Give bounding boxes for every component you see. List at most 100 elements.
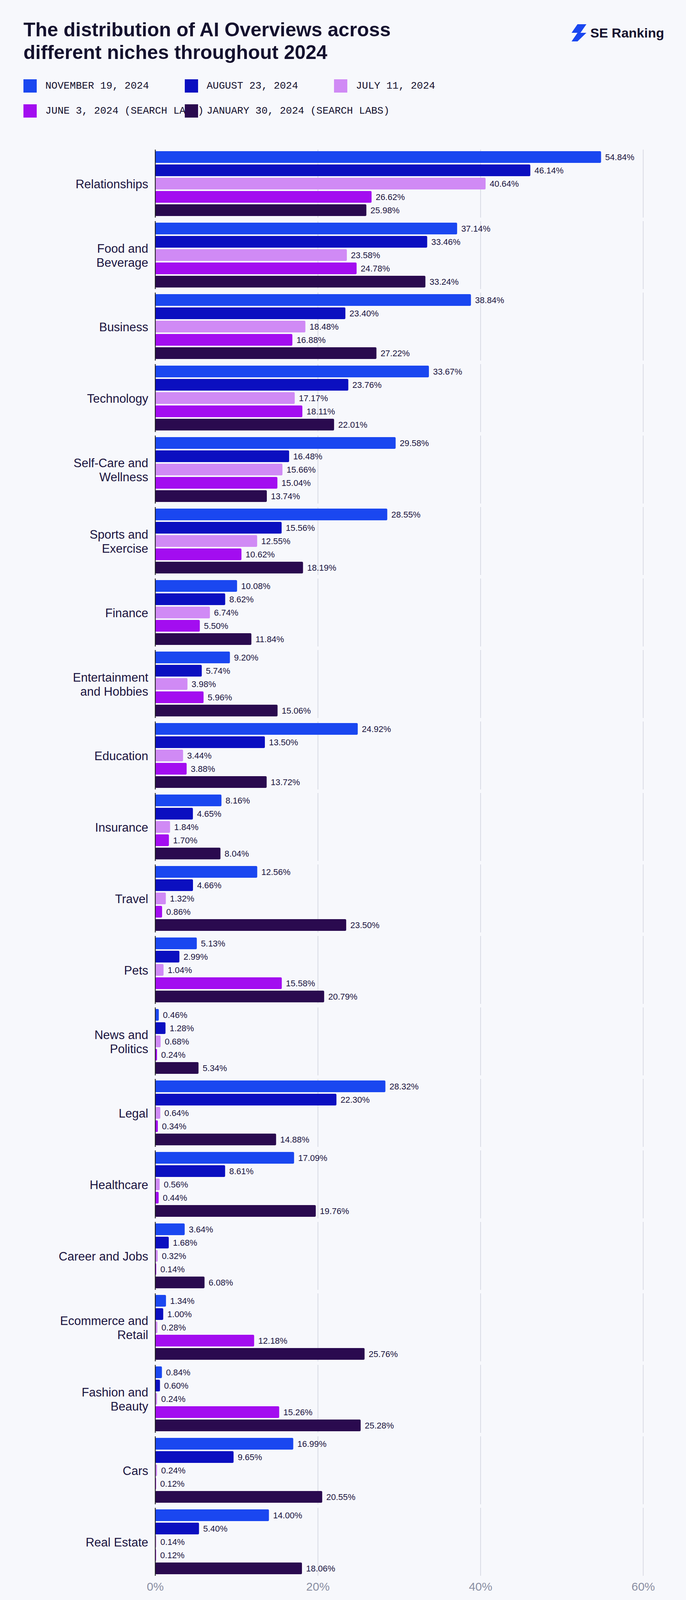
svg-text:Career and Jobs: Career and Jobs — [58, 1249, 149, 1264]
svg-text:29.58%: 29.58% — [399, 438, 429, 449]
svg-text:3.64%: 3.64% — [188, 1224, 213, 1235]
svg-text:24.92%: 24.92% — [361, 724, 392, 735]
svg-text:18.11%: 18.11% — [306, 406, 335, 417]
svg-text:1.34%: 1.34% — [169, 1296, 195, 1306]
svg-text:16.99%: 16.99% — [297, 1439, 327, 1449]
svg-text:Finance: Finance — [105, 606, 149, 620]
svg-text:Education: Education — [94, 749, 149, 763]
svg-text:0.86%: 0.86% — [166, 907, 191, 917]
svg-text:Technology: Technology — [87, 391, 149, 406]
svg-text:18.19%: 18.19% — [307, 562, 337, 573]
svg-text:0.60%: 0.60% — [164, 1380, 189, 1391]
svg-text:10.08%: 10.08% — [241, 581, 271, 592]
svg-text:Food andBeverage: Food andBeverage — [96, 241, 149, 270]
svg-text:Ecommerce andRetail: Ecommerce andRetail — [60, 1314, 149, 1342]
svg-text:5.50%: 5.50% — [203, 621, 229, 631]
svg-text:28.32%: 28.32% — [389, 1081, 419, 1092]
svg-text:1.84%: 1.84% — [174, 822, 199, 833]
svg-text:4.66%: 4.66% — [197, 880, 222, 891]
svg-text:40%: 40% — [468, 1580, 493, 1594]
svg-text:19.76%: 19.76% — [319, 1206, 350, 1217]
svg-text:38.84%: 38.84% — [475, 295, 505, 306]
svg-text:54.84%: 54.84% — [605, 152, 635, 163]
svg-text:27.22%: 27.22% — [380, 348, 410, 359]
svg-text:10.62%: 10.62% — [245, 549, 276, 560]
svg-text:Travel: Travel — [115, 892, 149, 906]
svg-text:40.64%: 40.64% — [489, 178, 519, 189]
svg-text:2.99%: 2.99% — [183, 952, 208, 962]
svg-text:1.00%: 1.00% — [167, 1309, 192, 1320]
svg-text:8.61%: 8.61% — [229, 1166, 254, 1177]
svg-text:13.50%: 13.50% — [269, 737, 299, 748]
svg-text:0.56%: 0.56% — [163, 1179, 188, 1190]
svg-text:15.56%: 15.56% — [285, 523, 315, 533]
svg-text:20%: 20% — [306, 1580, 330, 1594]
svg-text:13.72%: 13.72% — [270, 777, 301, 788]
svg-text:18.06%: 18.06% — [305, 1563, 336, 1574]
svg-text:23.50%: 23.50% — [350, 920, 380, 931]
svg-text:15.04%: 15.04% — [281, 478, 311, 488]
svg-text:1.28%: 1.28% — [169, 1023, 194, 1034]
svg-text:23.40%: 23.40% — [349, 308, 379, 319]
svg-text:Insurance: Insurance — [94, 820, 149, 835]
svg-text:17.17%: 17.17% — [298, 393, 329, 404]
svg-text:Legal: Legal — [118, 1106, 149, 1121]
svg-text:12.18%: 12.18% — [258, 1336, 288, 1346]
svg-text:Relationships: Relationships — [75, 177, 149, 192]
svg-text:6.08%: 6.08% — [208, 1277, 233, 1288]
svg-text:0.44%: 0.44% — [162, 1193, 188, 1203]
svg-text:23.58%: 23.58% — [350, 250, 381, 261]
svg-text:22.01%: 22.01% — [338, 419, 368, 430]
svg-text:24.78%: 24.78% — [360, 263, 390, 274]
svg-text:60%: 60% — [631, 1580, 655, 1594]
svg-text:0.64%: 0.64% — [164, 1108, 189, 1119]
svg-text:0.24%: 0.24% — [160, 1465, 186, 1476]
svg-text:12.56%: 12.56% — [261, 867, 291, 878]
svg-text:Cars: Cars — [122, 1464, 149, 1478]
svg-text:0%: 0% — [146, 1580, 164, 1594]
svg-text:0.32%: 0.32% — [161, 1251, 186, 1262]
svg-text:15.66%: 15.66% — [286, 464, 316, 475]
svg-text:8.04%: 8.04% — [224, 848, 249, 859]
svg-text:33.67%: 33.67% — [432, 366, 463, 377]
svg-text:23.76%: 23.76% — [352, 380, 382, 390]
svg-text:14.00%: 14.00% — [273, 1510, 303, 1521]
svg-text:0.28%: 0.28% — [161, 1322, 186, 1333]
svg-text:22.30%: 22.30% — [340, 1095, 370, 1105]
svg-text:Healthcare: Healthcare — [89, 1178, 149, 1192]
svg-text:1.32%: 1.32% — [169, 893, 195, 904]
svg-text:3.88%: 3.88% — [190, 764, 215, 774]
svg-text:8.16%: 8.16% — [225, 795, 250, 806]
svg-text:1.68%: 1.68% — [172, 1238, 197, 1248]
svg-text:25.28%: 25.28% — [364, 1420, 395, 1431]
svg-text:Real Estate: Real Estate — [85, 1535, 149, 1550]
svg-text:9.65%: 9.65% — [237, 1452, 262, 1463]
svg-text:5.96%: 5.96% — [207, 692, 233, 703]
svg-text:Fashion andBeauty: Fashion andBeauty — [81, 1385, 149, 1414]
svg-text:Sports andExercise: Sports andExercise — [89, 527, 149, 556]
svg-text:33.46%: 33.46% — [431, 237, 461, 247]
svg-text:15.06%: 15.06% — [281, 705, 311, 716]
svg-text:12.55%: 12.55% — [261, 536, 291, 547]
svg-text:5.74%: 5.74% — [205, 666, 231, 676]
svg-text:13.74%: 13.74% — [271, 491, 301, 502]
svg-text:0.46%: 0.46% — [162, 1010, 188, 1021]
svg-text:15.26%: 15.26% — [283, 1407, 313, 1418]
svg-text:15.58%: 15.58% — [285, 978, 316, 989]
svg-text:28.55%: 28.55% — [391, 509, 421, 520]
svg-text:6.74%: 6.74% — [214, 607, 239, 618]
svg-text:5.34%: 5.34% — [202, 1063, 227, 1074]
svg-text:5.40%: 5.40% — [203, 1523, 228, 1534]
svg-text:News andPolitics: News andPolitics — [94, 1028, 149, 1056]
svg-text:26.62%: 26.62% — [375, 192, 406, 202]
svg-text:Pets: Pets — [123, 963, 149, 978]
svg-text:3.44%: 3.44% — [187, 750, 212, 761]
svg-text:25.98%: 25.98% — [370, 205, 400, 216]
svg-text:20.79%: 20.79% — [328, 991, 358, 1002]
svg-text:18.48%: 18.48% — [309, 321, 339, 332]
svg-text:0.34%: 0.34% — [162, 1121, 187, 1132]
svg-text:37.14%: 37.14% — [461, 223, 491, 234]
svg-text:1.04%: 1.04% — [167, 965, 192, 976]
svg-text:11.84%: 11.84% — [255, 634, 285, 645]
svg-text:0.14%: 0.14% — [160, 1537, 185, 1548]
